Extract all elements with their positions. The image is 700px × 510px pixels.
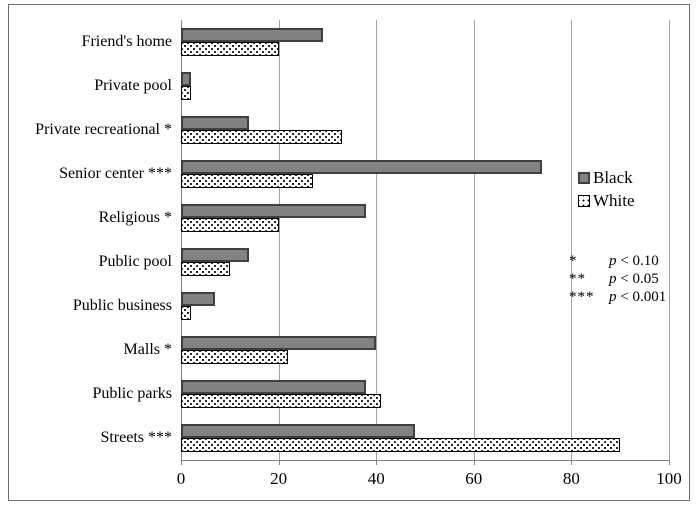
p-italic: p bbox=[609, 271, 617, 287]
legend-swatch-white bbox=[578, 195, 590, 207]
x-tick-label: 80 bbox=[562, 469, 580, 488]
significance-symbol: *** bbox=[569, 289, 595, 305]
bar-white-8 bbox=[181, 350, 289, 364]
significance-text: p < 0.10 bbox=[609, 253, 659, 269]
legend-label: White bbox=[593, 191, 635, 210]
tick-mark-100 bbox=[669, 461, 670, 465]
significance-row-2: ** p < 0.05 bbox=[569, 270, 666, 288]
category-label: Private recreational * bbox=[35, 121, 172, 138]
bar-black-8 bbox=[181, 336, 377, 350]
gridline-20 bbox=[278, 20, 280, 460]
gridline-60 bbox=[473, 20, 475, 460]
bar-white-7 bbox=[181, 306, 191, 320]
gridline-40 bbox=[376, 20, 378, 460]
figure-border bbox=[8, 4, 690, 501]
category-label: Public parks bbox=[92, 385, 172, 402]
tick-mark-40 bbox=[376, 461, 378, 465]
bar-black-2 bbox=[181, 72, 191, 86]
category-label: Streets *** bbox=[100, 429, 172, 446]
bar-white-3 bbox=[181, 130, 343, 144]
x-tick-label: 20 bbox=[270, 469, 288, 488]
tick-mark-20 bbox=[278, 461, 280, 465]
legend: Black White bbox=[578, 168, 635, 215]
bar-black-10 bbox=[181, 424, 416, 438]
x-axis-line bbox=[181, 460, 670, 461]
bar-black-9 bbox=[181, 380, 367, 394]
bar-white-9 bbox=[181, 394, 382, 408]
x-tick-label: 0 bbox=[176, 469, 186, 488]
category-label: Friend's home bbox=[81, 33, 172, 50]
legend-label: Black bbox=[593, 168, 633, 187]
bar-black-4 bbox=[181, 160, 543, 174]
significance-text: p < 0.05 bbox=[609, 271, 659, 287]
gridline-80 bbox=[571, 20, 573, 460]
legend-swatch-black bbox=[578, 172, 590, 184]
bar-black-6 bbox=[181, 248, 250, 262]
bar-black-3 bbox=[181, 116, 250, 130]
bar-white-1 bbox=[181, 42, 279, 56]
significance-symbol: * bbox=[569, 253, 578, 269]
x-tick-label: 40 bbox=[367, 469, 385, 488]
bar-white-5 bbox=[181, 218, 279, 232]
bar-white-2 bbox=[181, 86, 191, 100]
category-label: Religious * bbox=[98, 209, 172, 226]
significance-symbol: ** bbox=[569, 271, 586, 287]
significance-row-3: *** p < 0.001 bbox=[569, 288, 666, 306]
category-label: Private pool bbox=[94, 77, 172, 94]
x-tick-label: 60 bbox=[465, 469, 483, 488]
bar-white-6 bbox=[181, 262, 230, 276]
category-label: Malls * bbox=[123, 341, 172, 358]
category-label: Public pool bbox=[98, 253, 172, 270]
bar-black-7 bbox=[181, 292, 216, 306]
gridline-100 bbox=[669, 20, 670, 460]
tick-mark-60 bbox=[473, 461, 475, 465]
bar-white-4 bbox=[181, 174, 313, 188]
tick-mark-80 bbox=[571, 461, 573, 465]
legend-entry-black: Black bbox=[578, 168, 635, 187]
p-italic: p bbox=[609, 289, 617, 305]
tick-mark-0 bbox=[181, 461, 182, 465]
significance-key: * p < 0.10 ** p < 0.05 *** p < 0.001 bbox=[569, 252, 666, 306]
bar-black-1 bbox=[181, 28, 323, 42]
category-label: Senior center *** bbox=[59, 165, 172, 182]
legend-entry-white: White bbox=[578, 191, 635, 210]
bar-white-10 bbox=[181, 438, 621, 452]
x-tick-label: 100 bbox=[656, 469, 682, 488]
y-axis-line bbox=[181, 20, 182, 460]
significance-row-1: * p < 0.10 bbox=[569, 252, 666, 270]
significance-text: p < 0.001 bbox=[609, 289, 667, 305]
p-italic: p bbox=[609, 253, 617, 269]
bar-black-5 bbox=[181, 204, 367, 218]
category-label: Public business bbox=[72, 297, 172, 314]
